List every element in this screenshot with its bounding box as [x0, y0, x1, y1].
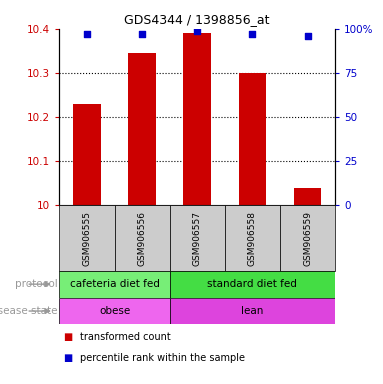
Text: percentile rank within the sample: percentile rank within the sample: [80, 353, 246, 363]
Point: [84, 31, 90, 37]
Bar: [280, 205, 335, 271]
Point: [194, 28, 200, 34]
Bar: [170, 205, 225, 271]
Bar: [115, 205, 170, 271]
Bar: [239, 73, 266, 205]
Point: [304, 33, 311, 39]
Text: standard diet fed: standard diet fed: [208, 279, 297, 289]
Bar: [170, 271, 335, 298]
Point: [249, 31, 255, 37]
Bar: [294, 188, 321, 205]
Text: disease state: disease state: [0, 306, 57, 316]
Text: GSM906559: GSM906559: [303, 210, 312, 266]
Bar: [183, 33, 211, 205]
Text: ■: ■: [63, 332, 72, 342]
Bar: [59, 298, 170, 324]
Bar: [59, 271, 170, 298]
Text: GSM906558: GSM906558: [248, 210, 257, 266]
Title: GDS4344 / 1398856_at: GDS4344 / 1398856_at: [124, 13, 270, 26]
Bar: [128, 53, 156, 205]
Text: protocol: protocol: [15, 279, 57, 289]
Bar: [59, 205, 115, 271]
Text: GSM906555: GSM906555: [82, 210, 92, 266]
Text: lean: lean: [241, 306, 264, 316]
Point: [139, 31, 145, 37]
Text: cafeteria diet fed: cafeteria diet fed: [70, 279, 159, 289]
Bar: [170, 298, 335, 324]
Text: transformed count: transformed count: [80, 332, 171, 342]
Text: GSM906557: GSM906557: [193, 210, 202, 266]
Text: GSM906556: GSM906556: [137, 210, 147, 266]
Text: ■: ■: [63, 353, 72, 363]
Bar: [73, 104, 101, 205]
Text: obese: obese: [99, 306, 130, 316]
Bar: [225, 205, 280, 271]
